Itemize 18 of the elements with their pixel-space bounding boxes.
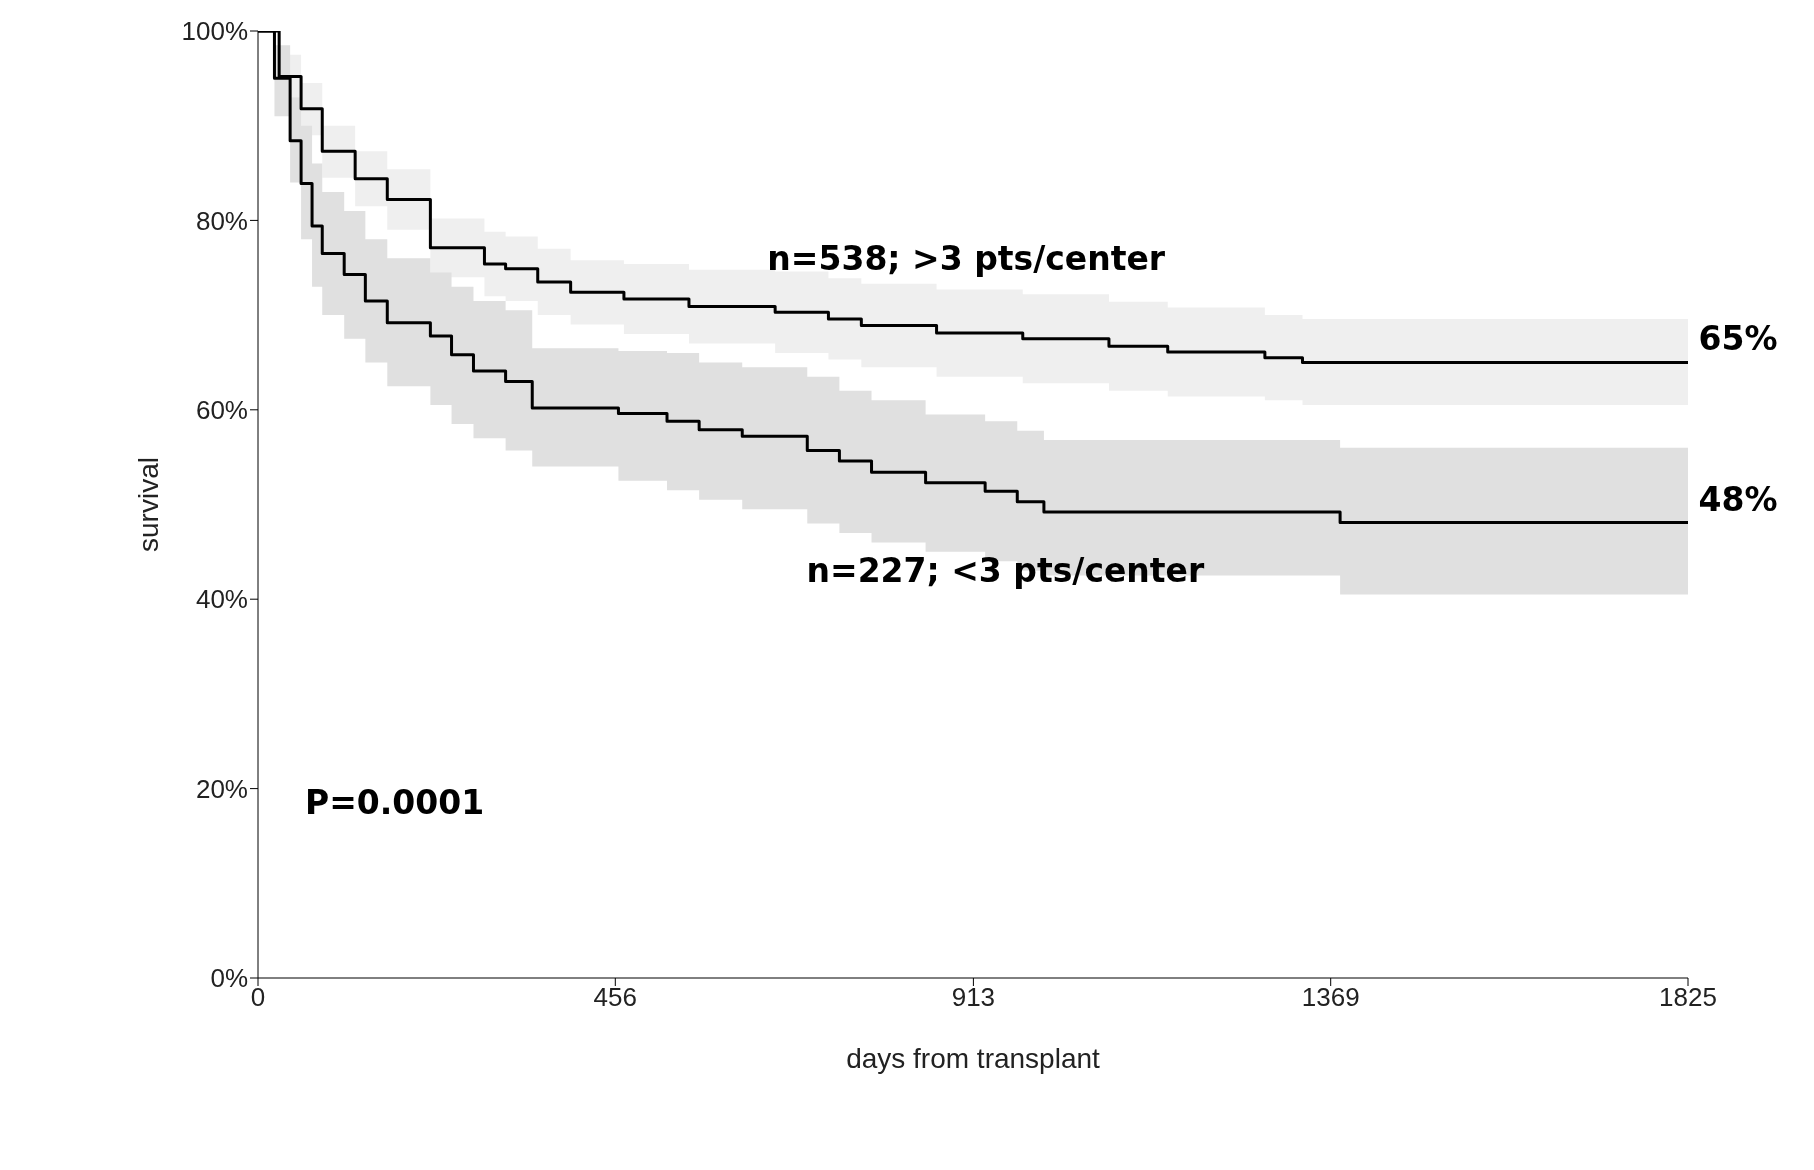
annotation: n=538; >3 pts/center bbox=[767, 238, 1166, 278]
annotation: 65% bbox=[1698, 319, 1778, 359]
y-tick-label: 20% bbox=[195, 773, 248, 804]
y-tick-label: 0% bbox=[210, 963, 248, 994]
y-tick-label: 100% bbox=[181, 16, 248, 47]
x-tick-label: 456 bbox=[593, 982, 637, 1013]
y-tick-label: 60% bbox=[195, 395, 248, 426]
y-tick-label: 80% bbox=[195, 205, 248, 236]
y-axis-title: survival bbox=[132, 457, 164, 552]
x-tick-label: 0 bbox=[250, 982, 266, 1013]
x-tick-label: 1825 bbox=[1659, 982, 1717, 1013]
x-axis-title: days from transplant bbox=[846, 1043, 1101, 1074]
x-tick-label: 913 bbox=[951, 982, 996, 1013]
annotation: n=227; <3 pts/center bbox=[806, 551, 1205, 591]
annotation: P=0.0001 bbox=[305, 783, 485, 823]
x-tick-label: 1369 bbox=[1301, 982, 1360, 1013]
annotation: 48% bbox=[1698, 480, 1778, 520]
y-tick-label: 40% bbox=[195, 584, 248, 615]
